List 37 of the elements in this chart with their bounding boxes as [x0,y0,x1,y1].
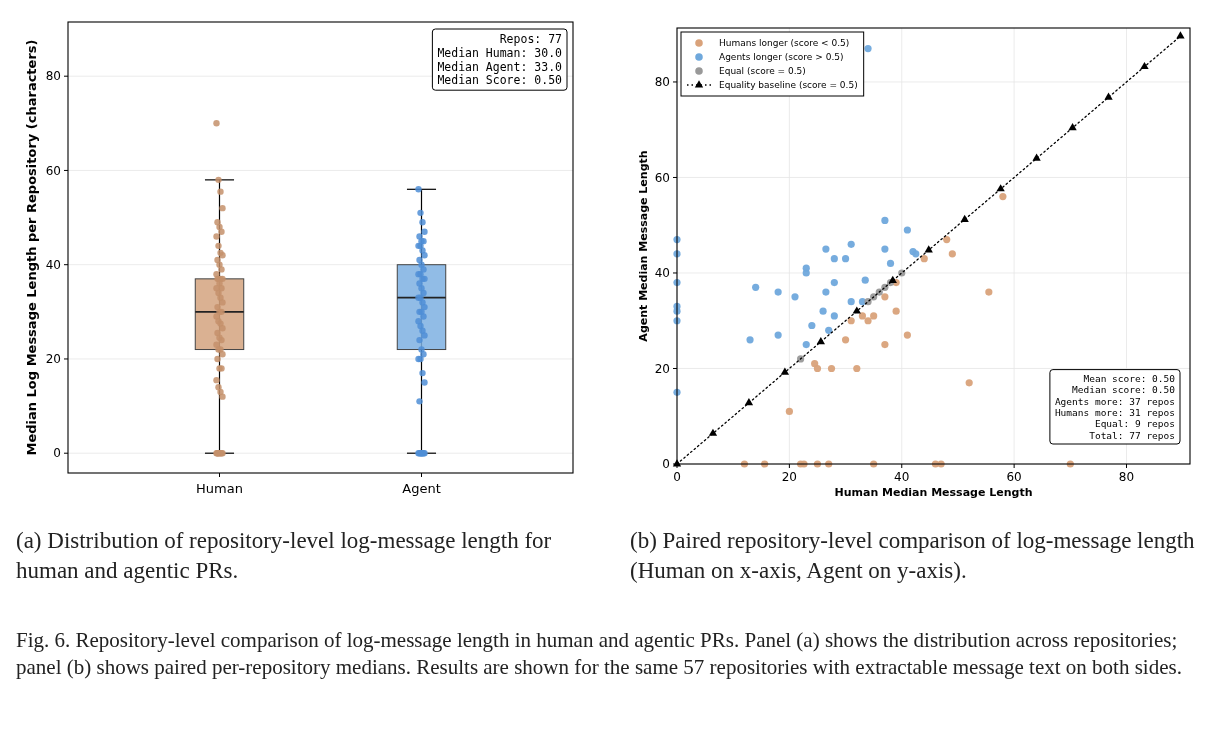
x-tick-label: Agent [402,481,441,496]
annotation: Total: 77 repos [1089,429,1175,441]
y-tick-label: 20 [45,352,61,367]
annotation: Median Score: 0.50 [437,73,563,88]
annotation: Median Agent: 33.0 [437,59,563,74]
x-axis-title: Human Median Message Length [834,486,1033,499]
x-tick-label: 60 [1006,470,1022,484]
y-tick-label: 20 [654,361,670,376]
legend-label: Equality baseline (score = 0.5) [719,80,858,91]
x-tick-label: 40 [894,470,910,484]
x-tick-label: 0 [673,470,681,484]
y-tick-label: 80 [654,75,670,90]
annotation: Agents more: 37 repos [1054,395,1175,407]
y-tick-label: 80 [45,69,61,84]
annotation: Median score: 0.50 [1072,384,1176,396]
y-tick-label: 60 [654,170,670,185]
y-axis-title: Median Log Message Length per Repository (characters) [24,39,39,456]
annotation: Mean score: 0.50 [1083,372,1176,384]
annotation: Median Human: 30.0 [437,45,563,60]
text: (a) Distribution of repository-level log-message length for human and agentic PRs. [16,528,552,583]
annotation: Humans more: 31 repos [1054,406,1175,418]
y-tick-label: 40 [45,257,61,272]
y-tick-label: 40 [654,266,670,281]
caption: Fig. 6. Repository-level comparison of log-message length in human and agentic PRs. Panel (a) shows the distribution across repositories; panel (b) shows paired per-repository medians. Results are shown for the same 57 repositories with extractable message text on both sides. [16,628,1182,680]
y-axis-title: Agent Median Message Length [637,150,650,342]
x-tick-label: 20 [781,470,798,484]
y-tick-label: 60 [45,163,61,178]
x-tick-label: 80 [1118,470,1135,484]
legend-label: Equal (score = 0.5) [719,66,806,77]
y-tick-label: 0 [662,457,670,472]
annotation: Equal: 9 repos [1094,418,1175,430]
legend-label: Agents longer (score > 0.5) [719,52,844,63]
x-tick-label: Human [196,481,243,496]
y-tick-label: 0 [53,446,61,461]
annotation: Repos: 77 [499,32,563,47]
text: (b) Paired repository-level comparison of log-message length (Human on x-axis, Agent on y-axis). [630,528,1196,583]
legend-label: Humans longer (score < 0.5) [719,38,850,49]
